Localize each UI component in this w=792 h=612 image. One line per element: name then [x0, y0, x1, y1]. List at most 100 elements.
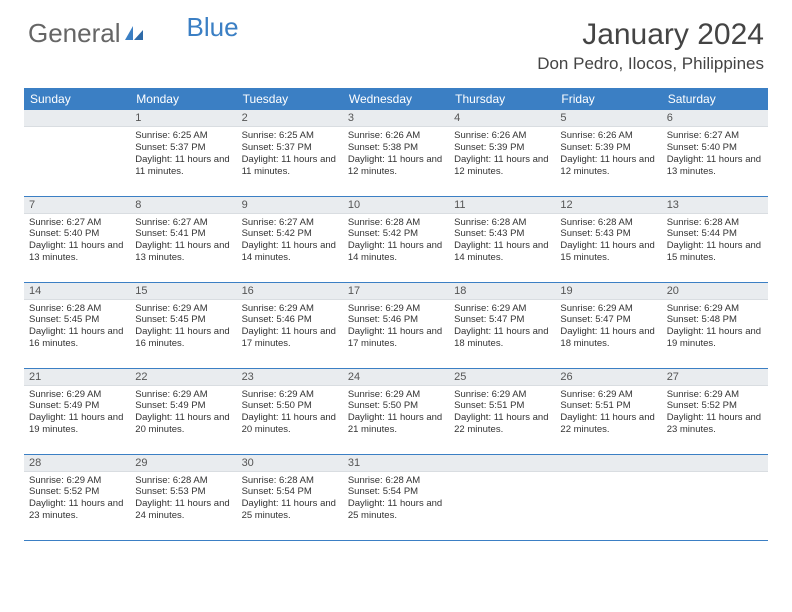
day-details: Sunrise: 6:29 AMSunset: 5:52 PMDaylight:… — [24, 472, 130, 527]
day-number: 14 — [24, 283, 130, 300]
calendar-day-cell: 27Sunrise: 6:29 AMSunset: 5:52 PMDayligh… — [662, 368, 768, 454]
day-details: Sunrise: 6:29 AMSunset: 5:50 PMDaylight:… — [237, 386, 343, 441]
day-number: 24 — [343, 369, 449, 386]
calendar-day-cell: 22Sunrise: 6:29 AMSunset: 5:49 PMDayligh… — [130, 368, 236, 454]
weekday-header: Friday — [555, 88, 661, 110]
calendar-day-cell: 21Sunrise: 6:29 AMSunset: 5:49 PMDayligh… — [24, 368, 130, 454]
day-details — [449, 472, 555, 532]
day-details: Sunrise: 6:26 AMSunset: 5:39 PMDaylight:… — [555, 127, 661, 182]
day-details: Sunrise: 6:29 AMSunset: 5:50 PMDaylight:… — [343, 386, 449, 441]
day-details: Sunrise: 6:28 AMSunset: 5:54 PMDaylight:… — [237, 472, 343, 527]
day-details — [662, 472, 768, 532]
day-details: Sunrise: 6:27 AMSunset: 5:41 PMDaylight:… — [130, 214, 236, 269]
day-details: Sunrise: 6:26 AMSunset: 5:39 PMDaylight:… — [449, 127, 555, 182]
calendar-week-row: 28Sunrise: 6:29 AMSunset: 5:52 PMDayligh… — [24, 454, 768, 540]
weekday-header: Saturday — [662, 88, 768, 110]
calendar-day-cell: 17Sunrise: 6:29 AMSunset: 5:46 PMDayligh… — [343, 282, 449, 368]
calendar-week-row: 21Sunrise: 6:29 AMSunset: 5:49 PMDayligh… — [24, 368, 768, 454]
day-details: Sunrise: 6:29 AMSunset: 5:49 PMDaylight:… — [24, 386, 130, 441]
day-details: Sunrise: 6:29 AMSunset: 5:46 PMDaylight:… — [237, 300, 343, 355]
day-number: 27 — [662, 369, 768, 386]
calendar-body: 1Sunrise: 6:25 AMSunset: 5:37 PMDaylight… — [24, 110, 768, 540]
calendar-table: SundayMondayTuesdayWednesdayThursdayFrid… — [24, 88, 768, 541]
logo-sail-icon — [123, 18, 145, 49]
day-number: 5 — [555, 110, 661, 127]
day-number: 22 — [130, 369, 236, 386]
day-details: Sunrise: 6:29 AMSunset: 5:47 PMDaylight:… — [449, 300, 555, 355]
calendar-day-cell: 15Sunrise: 6:29 AMSunset: 5:45 PMDayligh… — [130, 282, 236, 368]
day-number: 3 — [343, 110, 449, 127]
day-number: 11 — [449, 197, 555, 214]
day-details: Sunrise: 6:29 AMSunset: 5:49 PMDaylight:… — [130, 386, 236, 441]
calendar-day-cell: 16Sunrise: 6:29 AMSunset: 5:46 PMDayligh… — [237, 282, 343, 368]
calendar-day-cell: 23Sunrise: 6:29 AMSunset: 5:50 PMDayligh… — [237, 368, 343, 454]
calendar-empty-cell — [662, 454, 768, 540]
day-details: Sunrise: 6:29 AMSunset: 5:51 PMDaylight:… — [555, 386, 661, 441]
title-block: January 2024 Don Pedro, Ilocos, Philippi… — [537, 18, 764, 74]
day-number — [555, 455, 661, 472]
calendar-day-cell: 11Sunrise: 6:28 AMSunset: 5:43 PMDayligh… — [449, 196, 555, 282]
day-number: 20 — [662, 283, 768, 300]
day-details: Sunrise: 6:29 AMSunset: 5:45 PMDaylight:… — [130, 300, 236, 355]
day-details: Sunrise: 6:27 AMSunset: 5:40 PMDaylight:… — [662, 127, 768, 182]
calendar-day-cell: 4Sunrise: 6:26 AMSunset: 5:39 PMDaylight… — [449, 110, 555, 196]
calendar-day-cell: 13Sunrise: 6:28 AMSunset: 5:44 PMDayligh… — [662, 196, 768, 282]
day-number: 7 — [24, 197, 130, 214]
day-number: 12 — [555, 197, 661, 214]
day-number: 25 — [449, 369, 555, 386]
day-number: 19 — [555, 283, 661, 300]
calendar-week-row: 14Sunrise: 6:28 AMSunset: 5:45 PMDayligh… — [24, 282, 768, 368]
weekday-header: Tuesday — [237, 88, 343, 110]
day-number: 8 — [130, 197, 236, 214]
day-details: Sunrise: 6:29 AMSunset: 5:48 PMDaylight:… — [662, 300, 768, 355]
day-number: 18 — [449, 283, 555, 300]
day-details: Sunrise: 6:28 AMSunset: 5:44 PMDaylight:… — [662, 214, 768, 269]
day-details: Sunrise: 6:28 AMSunset: 5:54 PMDaylight:… — [343, 472, 449, 527]
day-number: 23 — [237, 369, 343, 386]
logo-text-general: General — [28, 18, 121, 49]
day-number: 26 — [555, 369, 661, 386]
day-details: Sunrise: 6:29 AMSunset: 5:46 PMDaylight:… — [343, 300, 449, 355]
day-number: 21 — [24, 369, 130, 386]
day-details: Sunrise: 6:28 AMSunset: 5:43 PMDaylight:… — [449, 214, 555, 269]
weekday-header: Thursday — [449, 88, 555, 110]
calendar-day-cell: 30Sunrise: 6:28 AMSunset: 5:54 PMDayligh… — [237, 454, 343, 540]
calendar-day-cell: 26Sunrise: 6:29 AMSunset: 5:51 PMDayligh… — [555, 368, 661, 454]
weekday-header: Monday — [130, 88, 236, 110]
day-number: 31 — [343, 455, 449, 472]
calendar-day-cell: 7Sunrise: 6:27 AMSunset: 5:40 PMDaylight… — [24, 196, 130, 282]
day-number: 15 — [130, 283, 236, 300]
day-details: Sunrise: 6:29 AMSunset: 5:47 PMDaylight:… — [555, 300, 661, 355]
day-number: 16 — [237, 283, 343, 300]
weekday-header: Sunday — [24, 88, 130, 110]
calendar-day-cell: 6Sunrise: 6:27 AMSunset: 5:40 PMDaylight… — [662, 110, 768, 196]
day-number — [449, 455, 555, 472]
calendar-day-cell: 29Sunrise: 6:28 AMSunset: 5:53 PMDayligh… — [130, 454, 236, 540]
day-number: 4 — [449, 110, 555, 127]
day-details — [555, 472, 661, 532]
day-number: 2 — [237, 110, 343, 127]
day-number: 10 — [343, 197, 449, 214]
calendar-week-row: 1Sunrise: 6:25 AMSunset: 5:37 PMDaylight… — [24, 110, 768, 196]
month-title: January 2024 — [537, 18, 764, 52]
day-number: 28 — [24, 455, 130, 472]
calendar-day-cell: 8Sunrise: 6:27 AMSunset: 5:41 PMDaylight… — [130, 196, 236, 282]
day-number: 29 — [130, 455, 236, 472]
calendar-day-cell: 12Sunrise: 6:28 AMSunset: 5:43 PMDayligh… — [555, 196, 661, 282]
calendar-day-cell: 20Sunrise: 6:29 AMSunset: 5:48 PMDayligh… — [662, 282, 768, 368]
calendar-day-cell: 5Sunrise: 6:26 AMSunset: 5:39 PMDaylight… — [555, 110, 661, 196]
day-details: Sunrise: 6:25 AMSunset: 5:37 PMDaylight:… — [237, 127, 343, 182]
calendar-day-cell: 28Sunrise: 6:29 AMSunset: 5:52 PMDayligh… — [24, 454, 130, 540]
day-number: 30 — [237, 455, 343, 472]
location-subtitle: Don Pedro, Ilocos, Philippines — [537, 54, 764, 74]
day-number: 1 — [130, 110, 236, 127]
day-number: 9 — [237, 197, 343, 214]
day-number: 13 — [662, 197, 768, 214]
calendar-day-cell: 2Sunrise: 6:25 AMSunset: 5:37 PMDaylight… — [237, 110, 343, 196]
day-details: Sunrise: 6:28 AMSunset: 5:43 PMDaylight:… — [555, 214, 661, 269]
day-number: 17 — [343, 283, 449, 300]
day-details: Sunrise: 6:27 AMSunset: 5:42 PMDaylight:… — [237, 214, 343, 269]
day-details: Sunrise: 6:29 AMSunset: 5:52 PMDaylight:… — [662, 386, 768, 441]
logo: General Blue — [28, 18, 239, 49]
calendar-empty-cell — [24, 110, 130, 196]
